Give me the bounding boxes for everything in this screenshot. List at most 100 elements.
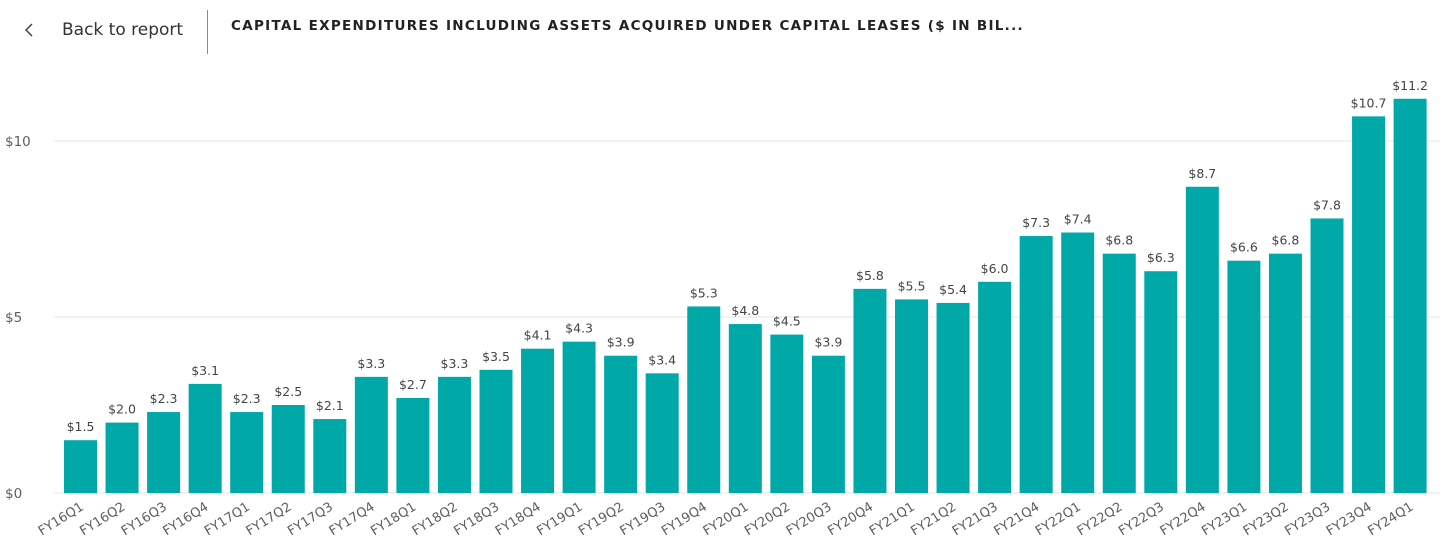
- x-tick-label: FY18Q1: [368, 500, 419, 539]
- bar: [562, 341, 596, 493]
- bar: [1227, 260, 1261, 493]
- data-label: $3.9: [607, 335, 635, 350]
- y-tick-label: $10: [5, 134, 31, 150]
- x-tick-label: FY19Q4: [659, 500, 710, 539]
- x-tick-label: FY17Q3: [285, 500, 336, 539]
- x-tick-label: FY17Q4: [327, 500, 378, 539]
- data-label: $6.6: [1230, 240, 1258, 255]
- bar: [1393, 98, 1427, 493]
- bar: [687, 306, 721, 493]
- x-tick-label: FY20Q3: [784, 500, 835, 539]
- x-tick-label: FY19Q2: [576, 500, 627, 539]
- x-tick-label: FY16Q2: [77, 500, 128, 539]
- header-divider: [207, 10, 208, 54]
- y-tick-label: $0: [5, 486, 22, 502]
- data-label: $3.3: [357, 356, 385, 371]
- bar: [105, 422, 139, 493]
- x-tick-label: FY17Q1: [202, 500, 253, 539]
- bar: [230, 412, 264, 493]
- data-label: $6.0: [981, 261, 1009, 276]
- data-label: $6.3: [1147, 250, 1175, 265]
- data-label: $1.5: [67, 419, 95, 434]
- data-label: $3.3: [441, 356, 469, 371]
- chart-title: CAPITAL EXPENDITURES INCLUDING ASSETS AC…: [231, 18, 1024, 34]
- data-label: $4.5: [773, 314, 801, 329]
- bar: [313, 419, 347, 493]
- bar: [936, 302, 970, 493]
- bar: [1061, 232, 1095, 493]
- data-label: $5.4: [939, 282, 967, 297]
- bar: [770, 334, 804, 493]
- bar: [604, 355, 638, 493]
- x-tick-label: FY19Q3: [618, 500, 669, 539]
- data-label: $3.1: [191, 363, 219, 378]
- data-label: $7.4: [1064, 212, 1092, 227]
- bar: [1268, 253, 1302, 493]
- x-tick-label: FY18Q2: [410, 500, 461, 539]
- bar: [895, 299, 928, 493]
- bar: [1102, 253, 1136, 493]
- bar: [188, 383, 222, 493]
- data-label: $3.9: [814, 335, 842, 350]
- x-tick-label: FY21Q2: [908, 500, 959, 539]
- header: Back to report CAPITAL EXPENDITURES INCL…: [0, 0, 1456, 60]
- x-tick-label: FY22Q2: [1075, 500, 1126, 539]
- data-label: $2.1: [316, 398, 344, 413]
- data-label: $6.8: [1272, 233, 1300, 248]
- bar: [396, 397, 430, 493]
- y-tick-label: $5: [5, 310, 22, 326]
- data-label: $11.2: [1392, 78, 1428, 93]
- x-tick-label: FY23Q2: [1241, 500, 1292, 539]
- x-tick-label: FY18Q4: [493, 500, 544, 539]
- data-label: $7.8: [1313, 197, 1341, 212]
- x-tick-label: FY20Q4: [825, 500, 876, 539]
- bar: [1144, 271, 1178, 493]
- x-tick-label: FY22Q1: [1033, 500, 1084, 539]
- x-tick-label: FY21Q1: [867, 500, 918, 539]
- x-tick-label: FY19Q1: [534, 500, 585, 539]
- bar: [728, 324, 762, 493]
- data-label: $4.3: [565, 321, 593, 336]
- bar: [978, 281, 1012, 493]
- back-to-report-button[interactable]: Back to report: [22, 12, 183, 48]
- data-label: $10.7: [1351, 95, 1387, 110]
- bar: [811, 355, 845, 493]
- x-tick-label: FY21Q4: [992, 500, 1043, 539]
- data-label: $2.5: [274, 384, 302, 399]
- bar: [271, 405, 305, 493]
- data-label: $2.7: [399, 377, 427, 392]
- x-tick-label: FY16Q1: [36, 500, 87, 539]
- data-label: $3.5: [482, 349, 510, 364]
- data-label: $5.3: [690, 285, 718, 300]
- data-label: $2.3: [150, 391, 178, 406]
- x-tick-label: FY23Q1: [1199, 500, 1250, 539]
- chevron-left-icon: [24, 23, 33, 37]
- data-label: $8.7: [1188, 166, 1216, 181]
- data-label: $2.0: [108, 402, 136, 417]
- x-tick-label: FY23Q3: [1282, 500, 1333, 539]
- x-tick-label: FY22Q3: [1116, 500, 1167, 539]
- x-tick-label: FY21Q3: [950, 500, 1001, 539]
- data-label: $3.4: [648, 352, 676, 367]
- x-tick-label: FY16Q3: [119, 500, 170, 539]
- bar: [479, 369, 513, 493]
- bar: [645, 373, 679, 493]
- x-tick-label: FY24Q1: [1365, 500, 1416, 539]
- data-label: $4.1: [524, 328, 552, 343]
- data-label: $5.8: [856, 268, 884, 283]
- bar: [1310, 218, 1344, 493]
- data-label: $4.8: [731, 303, 759, 318]
- bar: [147, 412, 181, 493]
- x-tick-label: FY20Q1: [701, 500, 752, 539]
- bar: [1185, 186, 1219, 493]
- x-tick-label: FY23Q4: [1324, 500, 1375, 539]
- x-tick-label: FY17Q2: [244, 500, 295, 539]
- bar-chart: $0 $5 $10 $1.5 FY16Q1 $2.0 FY16Q2 $2.3 FY16Q3 $3.…: [5, 78, 1440, 539]
- bar: [521, 348, 555, 493]
- bar: [64, 440, 97, 493]
- data-label: $2.3: [233, 391, 261, 406]
- data-label: $6.8: [1105, 233, 1133, 248]
- bar: [437, 376, 471, 493]
- back-label: Back to report: [62, 20, 184, 40]
- x-tick-label: FY16Q4: [161, 500, 212, 539]
